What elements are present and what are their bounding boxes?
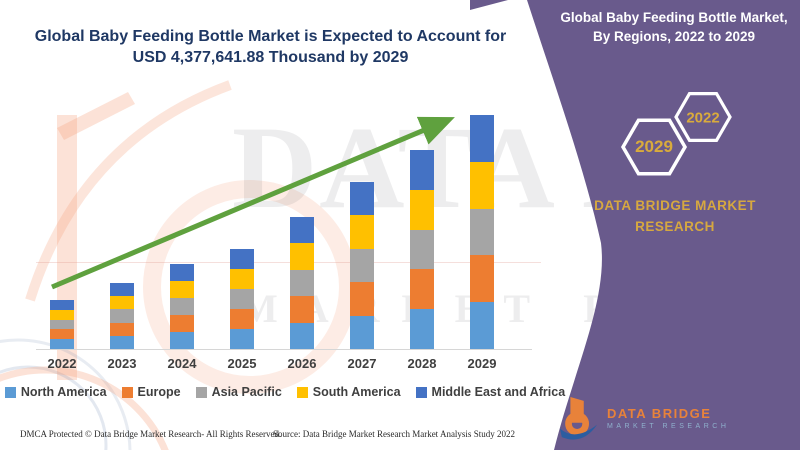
- x-axis-line: [36, 349, 532, 350]
- x-axis-label-2024: 2024: [167, 356, 197, 371]
- legend-label: South America: [312, 385, 401, 399]
- bar-segment-asia-pacific: [470, 208, 494, 256]
- x-axis-label-2028: 2028: [407, 356, 437, 371]
- bar-segment-middle-east-and-africa: [350, 181, 374, 216]
- bar-segment-north-america: [110, 335, 134, 349]
- legend-swatch: [4, 386, 16, 398]
- x-axis-label-2025: 2025: [227, 356, 257, 371]
- x-axis-label-2029: 2029: [467, 356, 497, 371]
- bar-segment-asia-pacific: [350, 248, 374, 283]
- bar-segment-middle-east-and-africa: [470, 115, 494, 162]
- bar-segment-south-america: [470, 161, 494, 209]
- legend-swatch: [296, 386, 308, 398]
- bar-segment-asia-pacific: [110, 309, 134, 323]
- legend-label: Asia Pacific: [211, 385, 282, 399]
- dmca-notice: DMCA Protected © Data Bridge Market Rese…: [20, 429, 282, 439]
- bar-segment-middle-east-and-africa: [410, 149, 434, 190]
- bar-segment-europe: [230, 308, 254, 329]
- bar-segment-asia-pacific: [290, 269, 314, 297]
- bar-segment-middle-east-and-africa: [110, 282, 134, 297]
- x-axis-label-2022: 2022: [47, 356, 77, 371]
- bar-segment-europe: [290, 296, 314, 323]
- legend-label: Middle East and Africa: [431, 385, 566, 399]
- x-axis-label-2027: 2027: [347, 356, 377, 371]
- bar-segment-asia-pacific: [170, 298, 194, 315]
- source-note: Source: Data Bridge Market Research Mark…: [273, 429, 515, 439]
- bar-segment-middle-east-and-africa: [230, 248, 254, 269]
- bar-segment-south-america: [170, 281, 194, 298]
- bar-segment-asia-pacific: [50, 319, 74, 330]
- bar-segment-south-america: [110, 296, 134, 310]
- bar-segment-north-america: [470, 302, 494, 349]
- legend-item-middle-east-and-africa: Middle East and Africa: [415, 385, 566, 399]
- bar-segment-europe: [50, 329, 74, 340]
- bar-segment-asia-pacific: [410, 229, 434, 270]
- chart-main-title-line1: Global Baby Feeding Bottle Market is Exp…: [34, 28, 507, 45]
- legend: North America Europe Asia Pacific South Ame…: [4, 385, 565, 399]
- legend-item-north-america: North America: [4, 385, 107, 399]
- bar-segment-north-america: [290, 322, 314, 349]
- bar-segment-north-america: [410, 309, 434, 349]
- bar-segment-middle-east-and-africa: [50, 300, 74, 310]
- bar-segment-middle-east-and-africa: [290, 216, 314, 244]
- bar-segment-south-america: [410, 189, 434, 230]
- bar-segment-middle-east-and-africa: [170, 264, 194, 281]
- bar-segment-south-america: [290, 243, 314, 270]
- x-axis-label-2026: 2026: [287, 356, 317, 371]
- bar-segment-south-america: [230, 268, 254, 289]
- bar-segment-south-america: [50, 309, 74, 320]
- legend-swatch: [121, 386, 133, 398]
- bar-segment-europe: [470, 255, 494, 303]
- legend-item-south-america: South America: [296, 385, 401, 399]
- legend-item-europe: Europe: [121, 385, 181, 399]
- chart-main-title-line2: USD 4,377,641.88 Thousand by 2029: [132, 49, 409, 66]
- bar-segment-north-america: [230, 328, 254, 349]
- bar-segment-south-america: [350, 215, 374, 249]
- legend-swatch: [415, 386, 427, 398]
- legend-label: Europe: [137, 385, 181, 399]
- bar-segment-europe: [410, 269, 434, 310]
- legend-item-asia-pacific: Asia Pacific: [195, 385, 282, 399]
- legend-label: North America: [20, 385, 107, 399]
- legend-swatch: [195, 386, 207, 398]
- bar-segment-europe: [110, 322, 134, 336]
- bar-segment-north-america: [350, 315, 374, 349]
- x-axis-label-2023: 2023: [107, 356, 137, 371]
- bar-segment-europe: [170, 315, 194, 332]
- bar-segment-europe: [350, 282, 374, 316]
- bar-segment-asia-pacific: [230, 288, 254, 309]
- chart-main-title: Global Baby Feeding Bottle Market is Exp…: [28, 26, 513, 68]
- bar-segment-north-america: [50, 339, 74, 349]
- bar-segment-north-america: [170, 332, 194, 349]
